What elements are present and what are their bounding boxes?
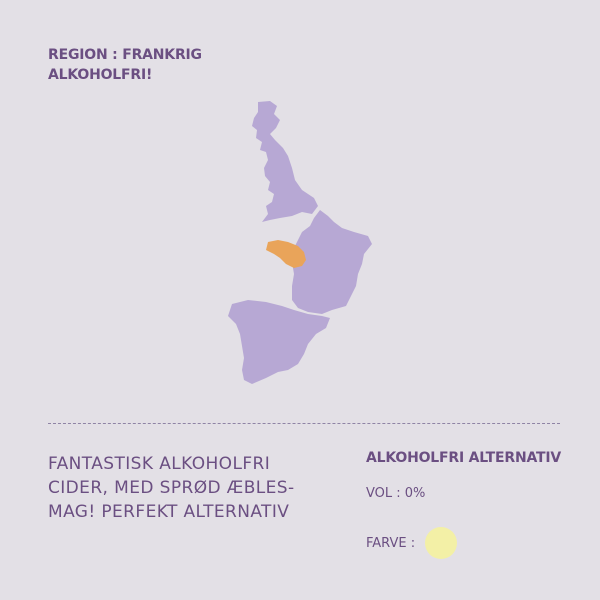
- map-great-britain: [252, 101, 318, 222]
- map-spain: [228, 300, 330, 384]
- map-highlighted-region: [266, 240, 306, 268]
- vol-value: VOL : 0%: [366, 486, 426, 501]
- description-line: CIDER, MED SPRØD ÆBLES-: [48, 478, 295, 498]
- region-map: [228, 101, 372, 384]
- alcohol-free-tag: ALKOHOLFRI!: [48, 67, 153, 83]
- map-france: [288, 210, 372, 314]
- description-line: MAG! PERFEKT ALTERNATIV: [48, 502, 290, 522]
- info-title: ALKOHOLFRI ALTERNATIV: [366, 450, 562, 466]
- section-divider: [48, 423, 560, 424]
- color-swatch: [425, 527, 458, 559]
- farve-label: FARVE :: [366, 535, 416, 551]
- farve-row: FARVE :: [366, 527, 458, 559]
- region-label: REGION : FRANKRIG: [48, 47, 202, 63]
- region-header: REGION : FRANKRIG ALKOHOLFRI!: [48, 45, 202, 85]
- product-description: FANTASTISK ALKOHOLFRI CIDER, MED SPRØD Æ…: [48, 452, 328, 524]
- description-line: FANTASTISK ALKOHOLFRI: [48, 454, 271, 474]
- product-info: ALKOHOLFRI ALTERNATIV VOL : 0% FARVE :: [366, 450, 562, 559]
